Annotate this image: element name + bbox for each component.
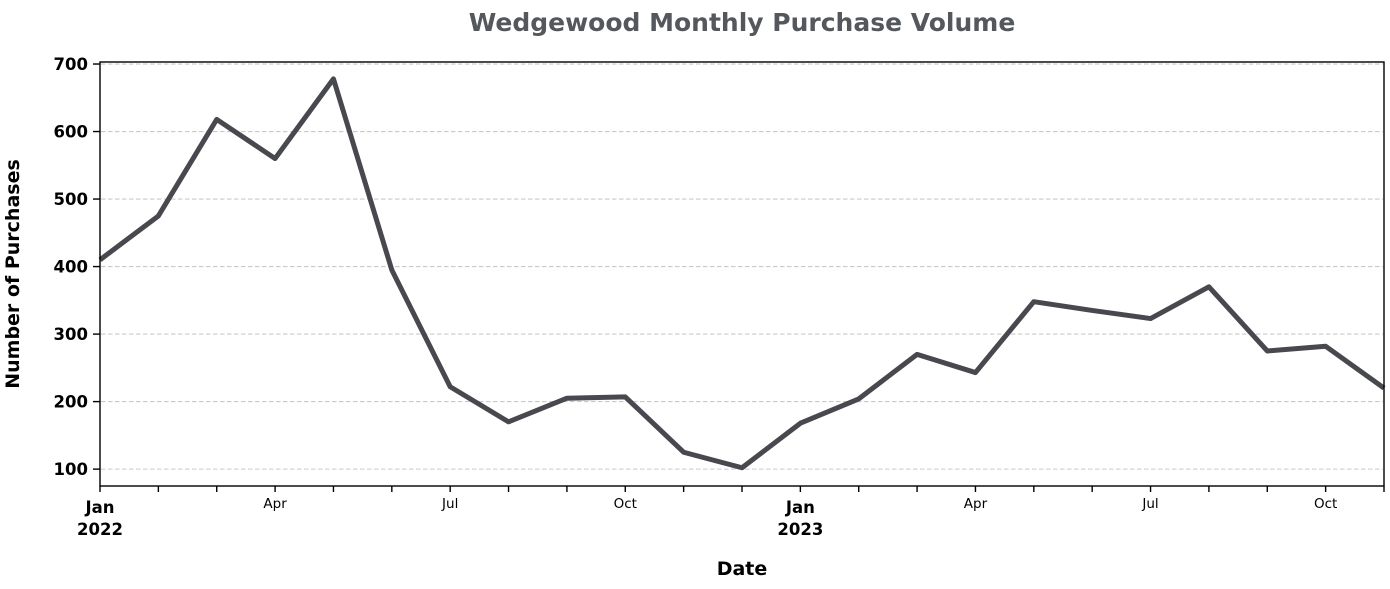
y-axis-label: Number of Purchases (2, 159, 24, 389)
gridlines-layer (101, 63, 1383, 470)
y-tick-label: 400 (54, 258, 88, 277)
x-tick-label: Apr (964, 496, 988, 512)
x-tick-label: Oct (1314, 496, 1337, 512)
y-tick-label: 300 (54, 325, 88, 344)
x-axis-label: Date (717, 558, 768, 580)
tick-labels-layer: 100 200 300 400 500 600 700 Jan 2022 Apr Jul Oct Jan… (54, 55, 1338, 539)
x-tick-label: Jul (441, 496, 458, 512)
x-tick-label: Apr (263, 496, 287, 512)
x-tick-label: Jul (1141, 496, 1158, 512)
y-tick-label: 200 (54, 393, 88, 412)
chart-title: Wedgewood Monthly Purchase Volume (469, 8, 1016, 37)
x-tick-label-year: 2023 (777, 520, 823, 539)
x-tick-label-year: 2022 (77, 520, 123, 539)
plot-border (99, 61, 1385, 487)
x-tick-label: Jan (785, 498, 815, 517)
y-tick-label: 700 (54, 55, 88, 74)
ticks-layer (93, 63, 1385, 492)
y-tick-label: 600 (54, 123, 88, 142)
y-tick-label: 500 (54, 190, 88, 209)
data-line-layer (98, 76, 1386, 471)
x-tick-label: Oct (614, 496, 637, 512)
x-tick-label: Jan (84, 498, 114, 517)
y-tick-label: 100 (54, 460, 88, 479)
data-line (98, 76, 1386, 471)
